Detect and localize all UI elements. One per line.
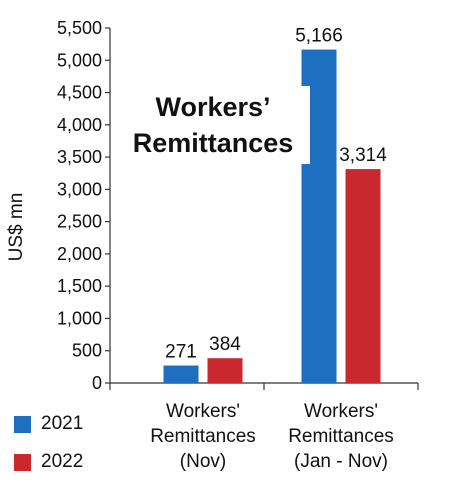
data-label-2022-cat-2: 3,314 <box>339 145 387 166</box>
y-tick-label: 4,000 <box>57 115 102 135</box>
y-tick-label: 2,000 <box>57 244 102 264</box>
y-tick-label: 1,000 <box>57 308 102 328</box>
legend-swatch-2021 <box>14 415 31 433</box>
y-tick-label: 3,500 <box>57 147 102 167</box>
y-tick-label: 0 <box>92 373 102 393</box>
legend: 2021 2022 <box>14 405 114 481</box>
y-tick-label: 5,500 <box>57 18 102 38</box>
y-tick-label: 2,500 <box>57 212 102 232</box>
bar-2022-cat-2 <box>345 169 381 383</box>
legend-swatch-2022 <box>14 453 31 471</box>
bar-2022-cat-1 <box>207 358 243 383</box>
data-label-2021-cat-2: 5,166 <box>295 26 343 47</box>
data-label-2021-cat-1: 271 <box>165 342 197 363</box>
chart-title: Workers’ Remittances <box>116 86 310 164</box>
legend-label-2021: 2021 <box>41 413 84 434</box>
y-tick-label: 500 <box>72 341 102 361</box>
x-category-label: Workers' <box>166 401 240 422</box>
x-category-label: (Nov) <box>180 451 226 472</box>
y-tick-label: 4,500 <box>57 83 102 103</box>
y-tick-label: 5,000 <box>57 50 102 70</box>
data-label-2022-cat-1: 384 <box>209 334 241 355</box>
y-axis-label: US$ mn <box>6 193 27 262</box>
x-category-label: Remittances <box>288 426 394 447</box>
chart-title-line-2: Remittances <box>132 128 294 158</box>
x-category-label: (Jan - Nov) <box>294 451 388 472</box>
y-tick-label: 3,000 <box>57 179 102 199</box>
legend-item-2022: 2022 <box>14 443 114 481</box>
bar-2021-cat-1 <box>163 365 199 383</box>
legend-label-2022: 2022 <box>41 451 84 472</box>
x-category-label: Workers' <box>304 401 378 422</box>
legend-item-2021: 2021 <box>14 405 114 443</box>
y-tick-label: 1,500 <box>57 276 102 296</box>
chart-title-line-1: Workers’ <box>155 92 271 122</box>
x-category-label: Remittances <box>150 426 256 447</box>
